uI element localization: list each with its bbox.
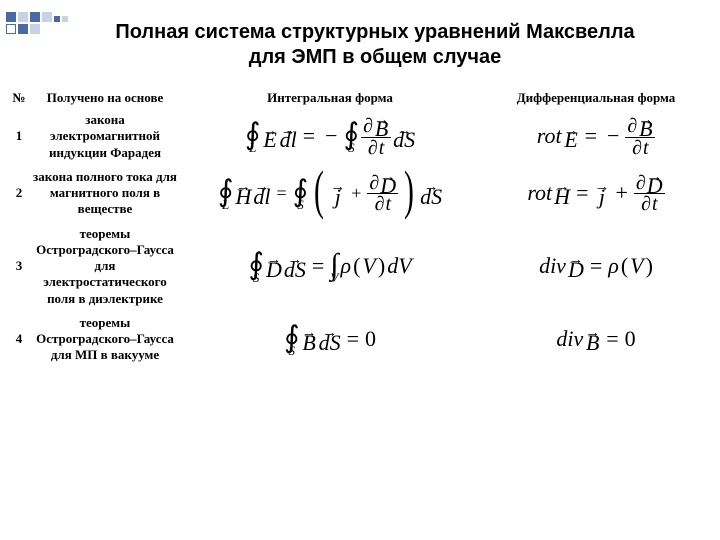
col-header-basis: Получено на основе [30,88,180,108]
col-header-integ: Интегральная форма [180,88,480,108]
table-row: 2 закона полного тока для магнитного пол… [8,165,712,222]
slide-title: Полная система структурных уравнений Мак… [50,20,700,70]
row-basis: закона полного тока для магнитного поля … [30,165,180,222]
table-row: 3 теоремы Остроградского–Гаусса для элек… [8,222,712,311]
title-line-1: Полная система структурных уравнений Мак… [115,21,634,43]
col-header-diff: Дифференциальная форма [480,88,712,108]
title-line-2: для ЭМП в общем случае [249,46,502,68]
col-header-num: № [8,88,30,108]
row-num: 4 [8,311,30,368]
row-basis: теоремы Остроградского–Гаусса для электр… [30,222,180,311]
row-integral: ∮S →B →dS = 0 [180,311,480,368]
row-integral: ∮L →E →dl = − ∮S ∂→B ∂t →dS [180,108,480,165]
table-row: 4 теоремы Остроградского–Гаусса для МП в… [8,311,712,368]
row-integral: ∮L →H →dl = ∮S ( →j + ∂→D ∂t ) [180,165,480,222]
row-num: 1 [8,108,30,165]
row-num: 2 [8,165,30,222]
row-basis: теоремы Остроградского–Гаусса для МП в в… [30,311,180,368]
row-basis: закона электромагнитной индукции Фарадея [30,108,180,165]
row-differential: rot →E = − ∂→B ∂t [480,108,712,165]
row-differential: div →B = 0 [480,311,712,368]
row-num: 3 [8,222,30,311]
equations-table: № Получено на основе Интегральная форма … [8,88,712,368]
table-row: 1 закона электромагнитной индукции Фарад… [8,108,712,165]
slide-root: Полная система структурных уравнений Мак… [0,0,720,540]
row-differential: div →D = ρ(V) [480,222,712,311]
row-integral: ∮S →D →dS = ∫V ρ(V)dV [180,222,480,311]
table-header-row: № Получено на основе Интегральная форма … [8,88,712,108]
row-differential: rot →H = →j + ∂→D ∂t [480,165,712,222]
